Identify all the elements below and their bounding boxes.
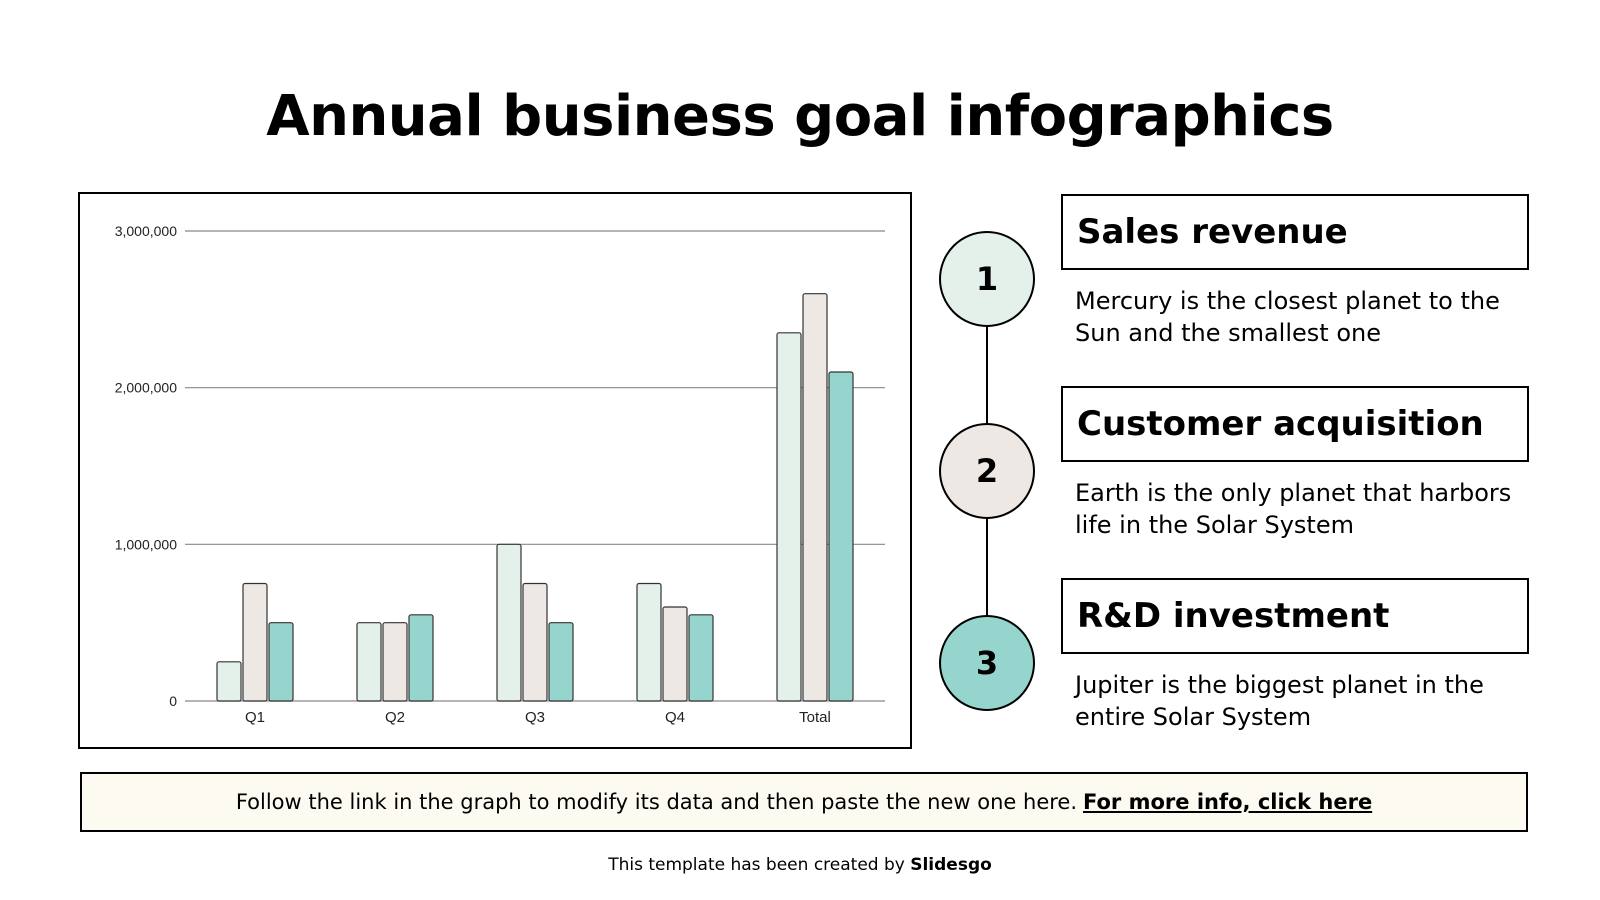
goal-3-title-box: R&D investment <box>1061 578 1529 654</box>
x-tick-label: Q1 <box>245 709 265 726</box>
bar <box>216 661 242 702</box>
bar <box>242 582 268 702</box>
bar <box>776 332 802 702</box>
goal-3-description: Jupiter is the biggest planet in the ent… <box>1075 671 1484 731</box>
x-tick-label: Total <box>799 709 831 726</box>
bar <box>356 622 382 702</box>
goal-3-number-circle: 3 <box>939 615 1035 711</box>
bar <box>802 293 828 702</box>
page-title: Annual business goal infographics <box>266 84 1334 149</box>
bar <box>828 371 854 702</box>
bar <box>408 614 434 702</box>
credit-prefix: This template has been created by <box>608 855 905 875</box>
bar <box>688 614 714 702</box>
y-tick-label: 2,000,000 <box>115 380 177 396</box>
bar <box>662 606 688 702</box>
instruction-note: Follow the link in the graph to modify i… <box>80 772 1528 832</box>
bar-chart[interactable]: 0 1,000,000 2,000,000 3,000,000 Q1 Q2 Q3 Q4 Tota… <box>78 192 912 749</box>
bar <box>496 543 522 702</box>
bar <box>382 622 408 702</box>
note-text: Follow the link in the graph to modify i… <box>235 790 1078 814</box>
goal-2-number-circle: 2 <box>939 423 1035 519</box>
credit-brand[interactable]: Slidesgo <box>910 855 992 875</box>
x-tick-label: Q3 <box>525 709 545 726</box>
x-tick-label: Q4 <box>665 709 685 726</box>
x-tick-label: Q2 <box>385 709 405 726</box>
chart-canvas: 0 1,000,000 2,000,000 3,000,000 Q1 Q2 Q3 Q4 Tota… <box>115 223 885 726</box>
goal-2-title-box: Customer acquisition <box>1061 386 1529 462</box>
y-tick-label: 1,000,000 <box>115 536 177 552</box>
bar <box>636 582 662 702</box>
goal-2-description: Earth is the only planet that harbors li… <box>1075 479 1512 539</box>
goal-1-title-box: Sales revenue <box>1061 194 1529 270</box>
bar <box>268 622 294 702</box>
footer-credit: This template has been created by Slides… <box>0 855 1600 875</box>
y-tick-label: 3,000,000 <box>115 223 177 239</box>
goal-1-description: Mercury is the closest planet to the Sun… <box>1075 287 1500 347</box>
goal-1-number-circle: 1 <box>939 231 1035 327</box>
y-tick-label: 0 <box>169 693 177 709</box>
bar <box>548 622 574 702</box>
bar <box>522 582 548 702</box>
more-info-link[interactable]: For more info, click here <box>1083 790 1373 814</box>
